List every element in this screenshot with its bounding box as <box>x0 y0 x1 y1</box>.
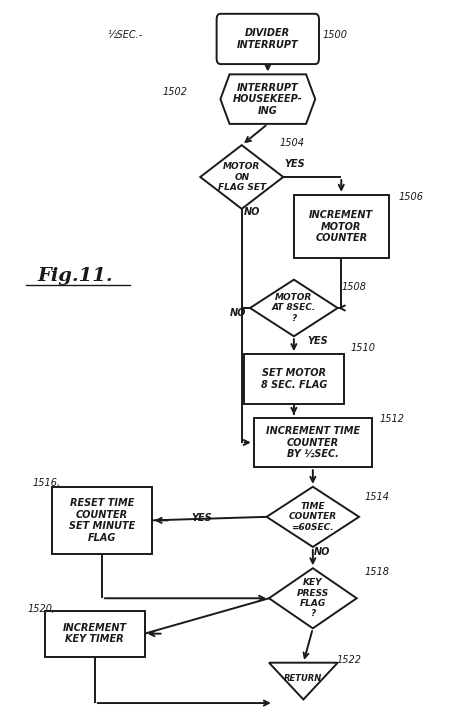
Bar <box>244 354 344 404</box>
Text: 1514: 1514 <box>365 492 390 502</box>
Text: 1520,: 1520, <box>27 604 55 614</box>
Text: 1508: 1508 <box>341 282 366 292</box>
Text: NO: NO <box>244 207 260 217</box>
Text: INCREMENT TIME
COUNTER
BY ½SEC.: INCREMENT TIME COUNTER BY ½SEC. <box>266 426 360 459</box>
Text: RESET TIME
COUNTER
SET MINUTE
FLAG: RESET TIME COUNTER SET MINUTE FLAG <box>69 498 135 543</box>
Polygon shape <box>269 568 356 629</box>
Text: 1504: 1504 <box>280 138 305 148</box>
Text: NO: NO <box>314 547 331 557</box>
Polygon shape <box>250 280 337 336</box>
Text: YES: YES <box>284 159 305 169</box>
Bar <box>294 195 389 258</box>
Text: INCREMENT
MOTOR
COUNTER: INCREMENT MOTOR COUNTER <box>309 210 374 243</box>
Text: ½SEC.-: ½SEC.- <box>107 30 142 40</box>
Text: 1500: 1500 <box>322 30 347 40</box>
Text: 1516,: 1516, <box>32 478 60 488</box>
Polygon shape <box>266 487 359 547</box>
Text: Fig.11.: Fig.11. <box>38 267 114 285</box>
Text: INTERRUPT
HOUSEKEEP-
ING: INTERRUPT HOUSEKEEP- ING <box>233 83 302 115</box>
Text: INCREMENT
KEY TIMER: INCREMENT KEY TIMER <box>63 623 127 644</box>
Polygon shape <box>200 145 283 209</box>
Bar <box>254 418 372 467</box>
Text: 1518: 1518 <box>365 567 390 577</box>
Text: 1510: 1510 <box>351 343 376 353</box>
Text: NO: NO <box>230 308 246 318</box>
Text: DIVIDER
INTERRUPT: DIVIDER INTERRUPT <box>237 28 299 50</box>
Text: KEY
PRESS
FLAG
?: KEY PRESS FLAG ? <box>297 578 329 618</box>
Text: 1522: 1522 <box>337 655 362 665</box>
Bar <box>52 487 152 554</box>
Text: MOTOR
AT 8SEC.
?: MOTOR AT 8SEC. ? <box>272 293 316 323</box>
Text: 1512: 1512 <box>379 414 404 424</box>
Polygon shape <box>269 663 337 700</box>
Text: SET MOTOR
8 SEC. FLAG: SET MOTOR 8 SEC. FLAG <box>261 368 327 389</box>
Text: 1502: 1502 <box>162 87 187 97</box>
Text: RETURN: RETURN <box>284 674 322 683</box>
Text: YES: YES <box>307 336 328 346</box>
Bar <box>45 610 145 657</box>
Text: YES: YES <box>191 513 212 523</box>
Text: TIME
COUNTER
=60SEC.: TIME COUNTER =60SEC. <box>289 502 337 532</box>
FancyBboxPatch shape <box>217 14 319 64</box>
Text: MOTOR
ON
FLAG SET: MOTOR ON FLAG SET <box>218 162 266 192</box>
Text: 1506: 1506 <box>398 192 423 202</box>
Polygon shape <box>220 74 315 124</box>
